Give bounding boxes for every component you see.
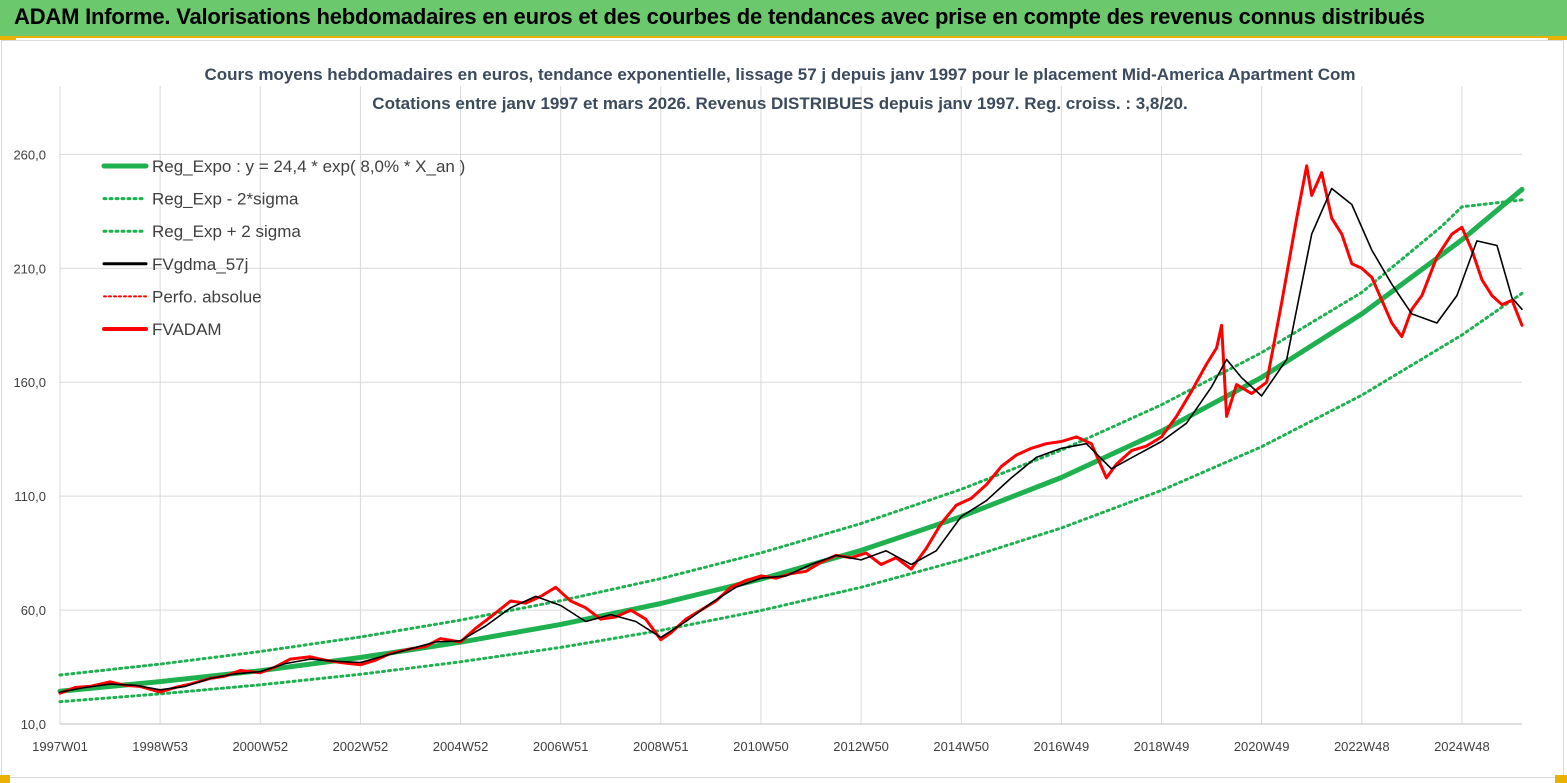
legend-label-upper: Reg_Exp + 2 sigma (152, 222, 301, 241)
x-tick-label: 2008W51 (633, 739, 689, 754)
x-tick-label: 1998W53 (132, 739, 188, 754)
y-tick-label: 210,0 (13, 261, 46, 276)
corner-accent-bottom-right (1555, 775, 1567, 783)
x-tick-label: 1997W01 (32, 739, 88, 754)
report-banner: ADAM Informe. Valorisations hebdomadaire… (0, 0, 1567, 38)
chart-legend: Reg_Expo : y = 24,4 * exp( 8,0% * X_an )… (101, 157, 465, 339)
x-tick-label: 2002W52 (333, 739, 389, 754)
x-axis-ticks: 1997W01 1998W53 2000W52 2002W52 2004W52 2006W… (32, 739, 1490, 754)
x-tick-label: 2016W49 (1034, 739, 1090, 754)
y-tick-label: 260,0 (13, 147, 46, 162)
legend-label-lower: Reg_Exp - 2*sigma (152, 190, 299, 209)
x-tick-label: 2012W50 (833, 739, 889, 754)
x-tick-label: 2006W51 (533, 739, 589, 754)
chart-grid (59, 86, 1522, 725)
series-line-fvadam (58, 164, 1524, 695)
x-tick-label: 2014W50 (933, 739, 989, 754)
x-tick-label: 2004W52 (433, 739, 489, 754)
series-line-fvgdma-57j (59, 187, 1523, 693)
chart-title-line2: Cotations entre janv 1997 et mars 2026. … (372, 94, 1187, 113)
series-line-reg-exp (58, 198, 1524, 677)
legend-label-reg: Reg_Expo : y = 24,4 * exp( 8,0% * X_an ) (152, 157, 465, 176)
x-tick-label: 2020W49 (1234, 739, 1290, 754)
corner-accent-bottom-left (0, 775, 10, 783)
y-tick-label: 10,0 (21, 717, 46, 732)
corner-accent-top-left (0, 36, 16, 40)
legend-label-fvadam: FVADAM (152, 320, 222, 339)
report-title: ADAM Informe. Valorisations hebdomadaire… (14, 4, 1425, 29)
x-tick-label: 2018W49 (1134, 739, 1190, 754)
y-tick-label: 160,0 (13, 375, 46, 390)
chart-frame (1, 40, 1564, 778)
x-tick-label: 2000W52 (232, 739, 288, 754)
y-axis-ticks: 10,0 60,0 110,0 160,0 210,0 260,0 (13, 147, 46, 732)
y-tick-label: 110,0 (14, 489, 46, 504)
x-tick-label: 2010W50 (733, 739, 789, 754)
series-line-reg-exp (58, 291, 1524, 704)
x-tick-label: 2024W48 (1434, 739, 1490, 754)
legend-label-smooth: FVgdma_57j (152, 255, 248, 274)
chart-title-line1: Cours moyens hebdomadaires en euros, ten… (205, 65, 1356, 84)
chart-series (57, 164, 1525, 704)
x-tick-label: 2022W48 (1334, 739, 1390, 754)
legend-label-perfo: Perfo. absolue (152, 287, 262, 306)
series-line-reg-expo (57, 186, 1525, 694)
y-tick-label: 60,0 (21, 603, 46, 618)
corner-accent-top-right (1548, 36, 1567, 40)
